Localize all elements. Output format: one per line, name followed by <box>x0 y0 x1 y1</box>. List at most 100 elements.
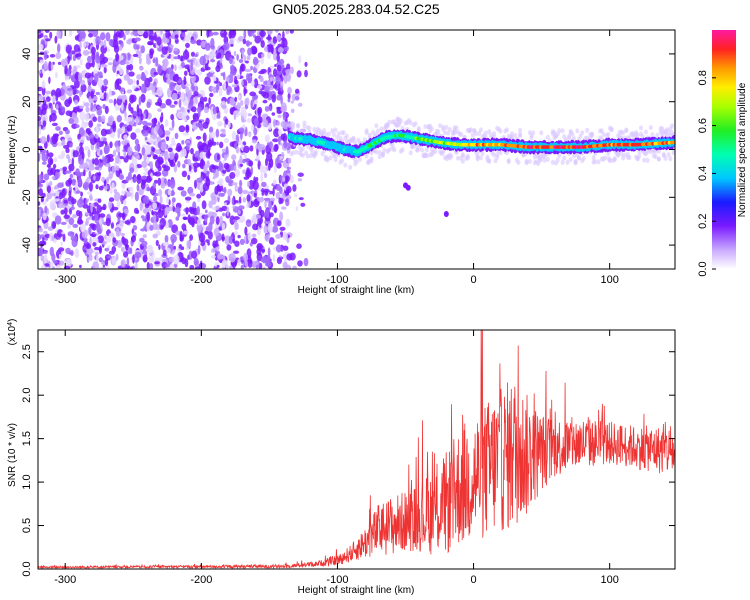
colorbar-label: Normalized spectral amplitude <box>737 82 748 217</box>
noise-blob <box>109 88 112 98</box>
noise-blob <box>216 141 219 146</box>
noise-blob <box>297 178 302 182</box>
noise-blob <box>237 186 243 195</box>
noise-blob <box>88 182 93 192</box>
noise-blob <box>158 189 163 197</box>
noise-blob <box>243 86 246 97</box>
noise-blob <box>146 261 150 269</box>
ridge-halo <box>470 132 475 138</box>
ridge-halo <box>531 130 536 136</box>
noise-blob <box>130 266 133 269</box>
noise-blob <box>231 182 238 186</box>
ridge-halo <box>438 123 443 129</box>
ridge-halo <box>593 159 598 165</box>
noise-blob <box>231 66 235 70</box>
noise-blob <box>273 128 280 138</box>
ridge-halo <box>478 127 483 133</box>
noise-blob <box>212 243 219 247</box>
noise-blob <box>246 220 251 224</box>
noise-blob <box>171 137 176 147</box>
ridge-halo <box>655 132 660 138</box>
ridge-halo <box>656 156 661 162</box>
colorbar-tick-label: 0.6 <box>697 118 709 133</box>
noise-blob <box>41 80 46 89</box>
noise-blob <box>194 150 200 158</box>
noise-blob <box>242 169 247 175</box>
ridge-halo <box>542 157 547 163</box>
noise-blob <box>89 195 93 201</box>
noise-blob <box>240 100 244 106</box>
noise-blob <box>297 260 303 267</box>
noise-blob <box>260 40 265 48</box>
noise-blob <box>217 52 222 59</box>
ridge-halo <box>469 127 474 133</box>
noise-blob <box>155 30 161 34</box>
noise-blob <box>97 105 103 110</box>
noise-blob <box>56 103 59 111</box>
noise-blob <box>167 32 171 37</box>
noise-blob <box>257 244 263 252</box>
noise-blob <box>181 213 186 218</box>
ridge-halo <box>287 123 292 129</box>
noise-blob <box>271 226 279 233</box>
noise-blob <box>67 87 73 91</box>
noise-blob <box>77 216 83 225</box>
noise-blob <box>212 31 219 36</box>
x-tick-label: -100 <box>326 274 348 286</box>
noise-blob <box>283 231 287 240</box>
ridge-halo <box>433 148 438 154</box>
noise-blob <box>96 204 102 213</box>
noise-blob <box>52 221 56 229</box>
noise-blob <box>196 177 203 183</box>
noise-blob <box>248 179 255 190</box>
noise-blob <box>51 265 56 269</box>
noise-blob <box>140 75 147 81</box>
noise-blob <box>40 264 46 269</box>
noise-blob <box>70 235 78 242</box>
noise-blob <box>68 163 75 172</box>
noise-blob <box>171 197 176 203</box>
ridge-halo <box>487 158 492 164</box>
noise-blob <box>187 91 191 101</box>
noise-blob <box>77 133 81 140</box>
noise-blob <box>126 116 133 122</box>
noise-blob <box>95 35 101 46</box>
ridge-halo <box>607 157 612 163</box>
noise-blob <box>38 145 42 150</box>
noise-blob <box>198 146 202 151</box>
ridge-halo <box>643 151 648 157</box>
noise-blob <box>84 72 92 79</box>
noise-blob <box>79 264 82 269</box>
noise-blob <box>130 132 137 140</box>
noise-blob <box>267 222 274 233</box>
noise-blob <box>165 136 170 141</box>
noise-blob <box>212 165 219 170</box>
noise-blob <box>186 240 191 249</box>
noise-blob <box>268 141 273 149</box>
noise-blob <box>145 175 152 183</box>
ridge-halo <box>328 155 333 161</box>
noise-blob <box>257 106 263 115</box>
spectrogram-marks <box>38 30 675 269</box>
noise-blob <box>222 212 226 217</box>
ridge-halo <box>400 125 405 131</box>
noise-blob <box>51 135 58 145</box>
noise-blob <box>238 127 245 133</box>
noise-blob <box>101 85 105 93</box>
noise-blob <box>297 102 303 107</box>
ridge-halo <box>663 155 668 161</box>
noise-blob <box>197 163 202 167</box>
noise-blob <box>67 177 73 185</box>
noise-blob <box>231 197 235 206</box>
noise-blob <box>185 124 190 133</box>
noise-blob <box>226 244 232 251</box>
noise-blob <box>290 100 294 104</box>
noise-blob <box>287 86 292 95</box>
noise-blob <box>252 260 259 265</box>
noise-blob <box>213 88 217 94</box>
noise-blob <box>103 180 107 187</box>
noise-blob <box>43 253 48 264</box>
noise-blob <box>64 99 71 108</box>
noise-blob <box>200 158 204 167</box>
